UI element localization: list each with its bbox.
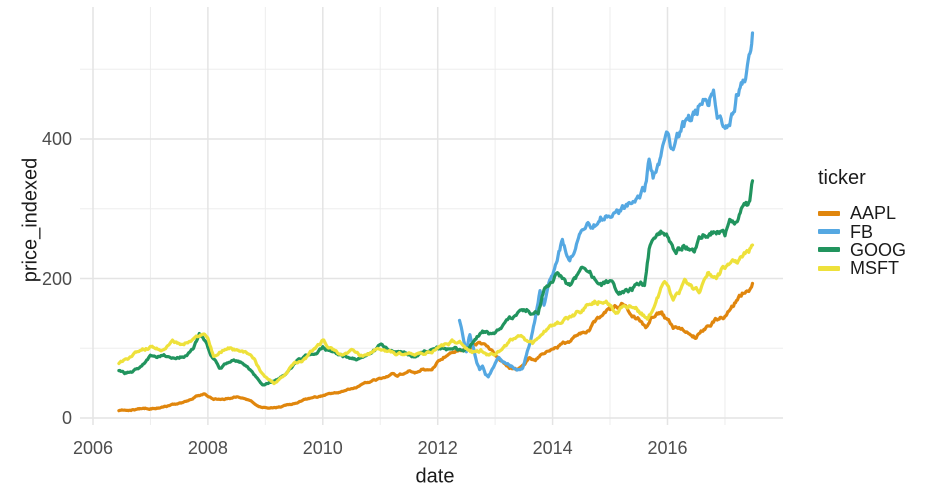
legend-label-msft: MSFT [850,258,899,279]
x-tick-label-2014: 2014 [532,438,573,458]
y-tick-label-400: 400 [41,129,72,149]
series-line-aapl [117,281,755,413]
x-axis-title: date [415,465,455,488]
legend: ticker AAPL FB GOOG MSFT [818,166,906,278]
legend-item-aapl: AAPL [818,204,906,222]
legend-key-goog-line-swatch [818,247,840,253]
legend-key-aapl-line-swatch [818,210,840,216]
legend-title: ticker [818,167,866,189]
series-line-msft [117,243,755,386]
legend-label-goog: GOOG [850,239,907,260]
x-tick-label-2016: 2016 [647,438,688,458]
panel-gridlines [80,7,783,425]
x-tick-label-2012: 2012 [417,438,458,458]
x-tick-label-2008: 2008 [187,438,228,458]
y-tick-label-0: 0 [61,408,72,428]
legend-item-msft: MSFT [818,259,906,277]
series-line-fb [457,31,755,379]
legend-key-msft-line-swatch [818,265,840,271]
legend-label-aapl: AAPL [850,203,897,224]
legend-item-fb: FB [818,221,906,242]
x-tick-label-2010: 2010 [302,438,343,458]
legend-item-goog: GOOG [818,241,906,259]
legend-key-fb-line-swatch [818,229,840,235]
y-axis-title: price_indexed [19,157,42,283]
y-tick-label-200: 200 [41,268,72,289]
legend-label-fb: FB [850,221,874,242]
x-tick-label-2006: 2006 [72,438,114,458]
